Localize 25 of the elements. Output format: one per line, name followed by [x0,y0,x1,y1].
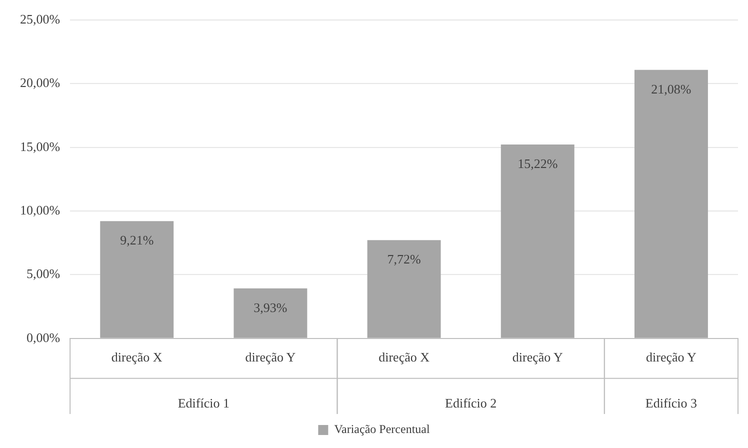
data-label: 7,72% [387,252,421,266]
legend-label: Variação Percentual [334,422,430,436]
data-label: 9,21% [120,232,154,248]
y-tick-label: 10,00% [20,202,60,218]
x-tick-label: direção X [111,350,163,365]
bar [234,288,308,338]
text: Edifício 2 [445,395,497,410]
y-tick-label: 0,00% [26,330,60,345]
bar [367,240,441,338]
y-tick-label: 5,00% [26,266,60,282]
text: Edifício 3 [645,395,698,410]
y-tick-label: 15,00% [20,138,60,154]
data-label: 21,08% [651,81,692,96]
x-tick-label: direção Y [646,350,698,365]
x-tick-label: direção Y [245,350,296,365]
text: Edifício 1 [178,395,230,410]
bar [100,221,174,338]
bar [634,70,708,338]
data-label: 15,22% [518,156,558,171]
y-tick-label: 25,00% [20,11,60,26]
x-tick-label: direção X [378,350,430,365]
data-label: 3,93% [254,300,288,315]
x-tick-label: direção Y [512,350,564,365]
y-tick-label: 20,00% [20,75,60,90]
bar [500,144,574,338]
